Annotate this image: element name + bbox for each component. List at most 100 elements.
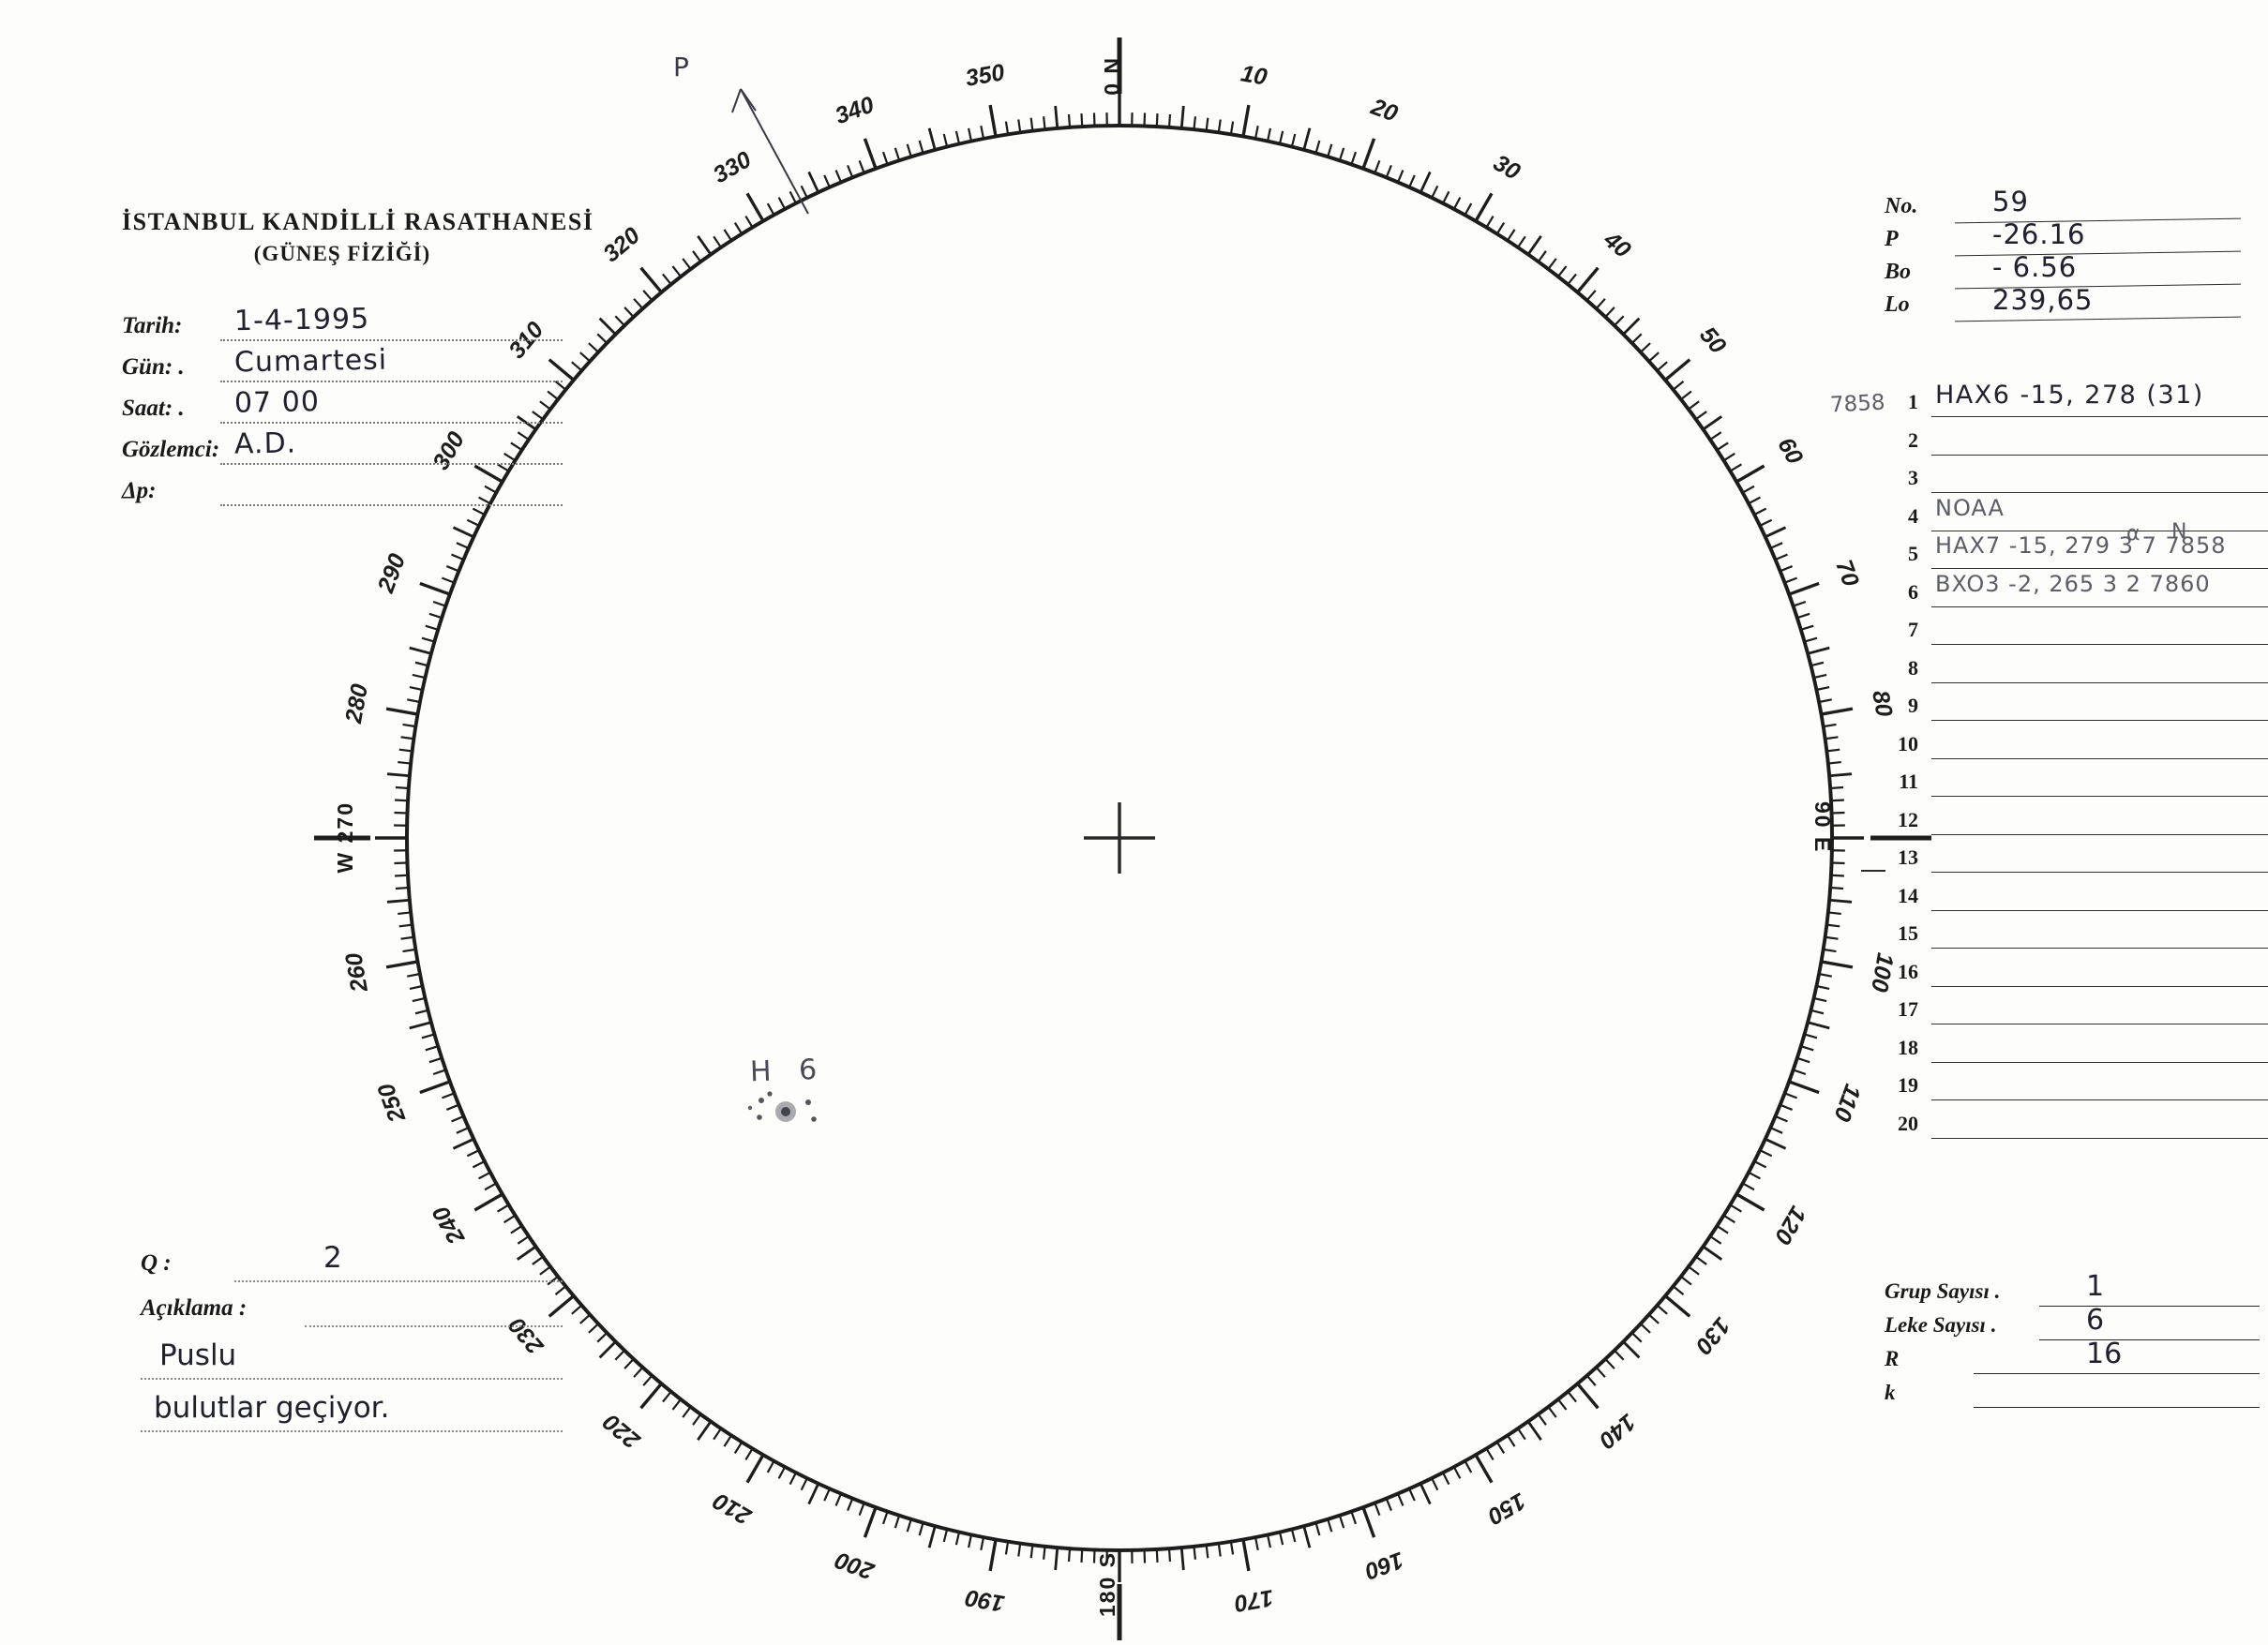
dial-tick-minor [1205, 117, 1209, 131]
summary-label: Leke Sayısı . [1885, 1313, 1997, 1337]
dial-degree-label: 330 [709, 146, 756, 188]
spot-list-underline [1931, 948, 2268, 949]
meta-dotted-line [220, 504, 563, 506]
parameter-value[interactable]: 239,65 [1992, 284, 2094, 316]
dial-tick-minor [1419, 171, 1432, 193]
dial-tick-minor [1716, 1225, 1729, 1234]
dial-tick-minor [1374, 160, 1381, 173]
spot-list-number: 3 [1908, 466, 1918, 489]
dial-tick-minor [1807, 646, 1830, 655]
dial-tick-minor [386, 772, 411, 778]
dial-tick-minor [906, 1518, 912, 1533]
dial-tick-minor [1547, 1406, 1557, 1418]
summary-value[interactable]: 6 [2086, 1304, 2105, 1337]
dial-tick-minor [425, 1045, 439, 1052]
dial-tick-minor [789, 190, 797, 204]
dial-tick-minor [942, 1529, 949, 1543]
dial-tick-minor [395, 886, 409, 890]
dial-tick-minor [1775, 553, 1788, 561]
dial-tick-minor [547, 390, 559, 400]
dial-tick-minor [1080, 1548, 1084, 1563]
dial-tick-minor [1278, 130, 1284, 144]
dial-tick-minor [1495, 222, 1506, 235]
dial-tick-minor [1526, 1420, 1542, 1442]
dial-tick-minor [614, 315, 625, 327]
dial-tick-minor [445, 565, 459, 573]
dial-tick-minor [1217, 119, 1222, 133]
dial-tick-major [473, 464, 503, 484]
side-noaa-code: 7858 [1829, 390, 1886, 418]
dial-tick-major [1664, 1294, 1691, 1318]
dial-tick-minor [588, 342, 599, 353]
dial-degree-label: 290 [372, 550, 411, 597]
dial-tick-minor [409, 1021, 432, 1030]
dial-tick-minor [1648, 1313, 1660, 1324]
dial-tick-minor [623, 1358, 635, 1369]
spot-list-underline [1931, 681, 2268, 683]
parameter-value[interactable]: - 6.56 [1992, 251, 2078, 283]
dial-tick-minor [442, 576, 455, 584]
dial-tick-minor [1780, 1103, 1794, 1111]
dial-tick-minor [539, 1265, 551, 1276]
dial-tick-minor [1816, 686, 1830, 692]
spot-list-number: 20 [1898, 1111, 1918, 1135]
spot-list-row: 18 [1894, 1032, 2268, 1070]
dial-tick-minor [1290, 133, 1297, 147]
dial-tick-major [419, 581, 451, 596]
dial-tick-major [548, 358, 575, 381]
meta-value[interactable]: Cumartesi [233, 343, 388, 380]
spot-list-value[interactable]: HAX6 -15, 278 (31) [1935, 381, 2204, 410]
spot-list-value[interactable]: NOAA [1935, 494, 2005, 521]
dial-tick-minor [1179, 1547, 1185, 1571]
dial-tick-minor [466, 518, 480, 527]
spot-list-value[interactable]: HAX7 -15, 279 3 7 7858 [1935, 532, 2227, 559]
dial-tick-minor [968, 1534, 973, 1548]
dial-tick-minor [554, 381, 567, 391]
dial-tick-minor [927, 1525, 937, 1548]
dial-tick-minor [1830, 886, 1844, 890]
spot-list-underline [1931, 1061, 2268, 1063]
dial-tick-minor [1557, 265, 1568, 277]
meta-value[interactable]: 07 00 [233, 385, 321, 420]
parameter-value[interactable]: 59 [1992, 186, 2029, 217]
dial-tick-minor [1656, 1304, 1668, 1315]
dial-tick-major [745, 1454, 765, 1484]
dial-tick-minor [1567, 1390, 1577, 1403]
summary-value[interactable]: 1 [2086, 1270, 2105, 1303]
parameter-value[interactable]: -26.16 [1992, 218, 2086, 250]
spot-list-row: 13 [1894, 842, 2268, 880]
dial-tick-minor [823, 1488, 831, 1502]
dial-tick-minor [1507, 1434, 1516, 1447]
spot-list-number: 5 [1908, 542, 1918, 565]
dial-tick-minor [395, 874, 409, 877]
dial-tick-minor [682, 1406, 692, 1418]
summary-underline [1974, 1373, 2260, 1374]
summary-value[interactable]: 16 [2086, 1338, 2123, 1370]
meta-value[interactable]: A.D. [233, 426, 297, 461]
spot-list-value[interactable]: BXO3 -2, 265 3 2 7860 [1935, 570, 2211, 597]
spot-list-underline [1931, 720, 2268, 721]
dial-tick-minor [1507, 229, 1516, 242]
spot-list-underline [1931, 796, 2268, 797]
dial-tick-minor [1557, 1398, 1568, 1411]
dial-tick-minor [1800, 624, 1814, 631]
dial-tick-minor [1825, 736, 1839, 740]
dial-tick-minor [1290, 1529, 1297, 1543]
dial-tick-minor [1004, 1541, 1010, 1555]
parameter-label: Bo [1885, 260, 1912, 284]
dial-tick-minor [1485, 1447, 1494, 1461]
sunspot-cluster [747, 1091, 817, 1122]
dial-degree-label: 160 [1361, 1547, 1407, 1585]
dial-tick-minor [1442, 190, 1450, 204]
dial-tick-minor [1804, 636, 1818, 643]
meta-value[interactable]: 1-4-1995 [233, 302, 370, 338]
spot-list-row: 9 [1894, 690, 2268, 728]
dial-tick-minor [472, 1160, 486, 1169]
dial-tick-minor [1155, 113, 1159, 127]
dial-tick-minor [954, 130, 961, 144]
spot-list-row: 14 [1894, 880, 2268, 919]
dial-tick-minor [442, 1092, 455, 1099]
dial-degree-label: 210 [709, 1488, 757, 1531]
